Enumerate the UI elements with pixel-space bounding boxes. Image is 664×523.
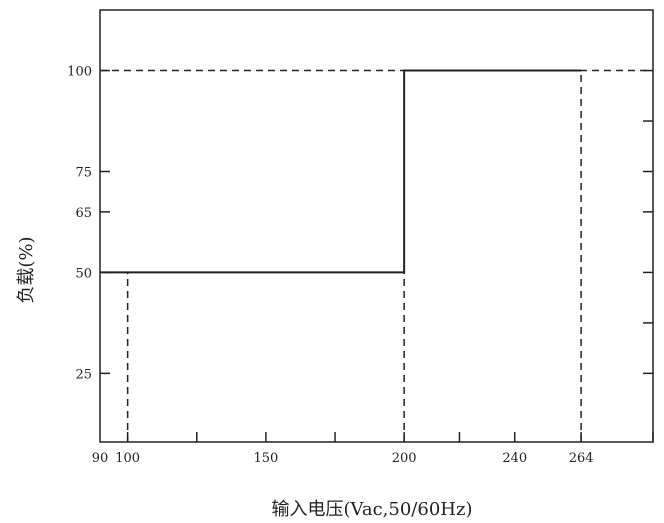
y-axis-ticks: 25 50 65 75 100: [67, 65, 653, 382]
y-tick-label: 50: [75, 266, 92, 281]
x-axis-title: 输入电压(Vac,50/60Hz): [272, 499, 473, 520]
plot-frame: [99, 9, 654, 443]
y-tick-label: 25: [75, 367, 92, 382]
x-tick-label: 240: [502, 451, 527, 466]
y-axis-title: 负载(%): [16, 236, 37, 303]
y-tick-label: 75: [75, 165, 92, 180]
series-group: [99, 69, 582, 274]
series-line: [100, 69, 582, 274]
y-tick-label: 100: [67, 65, 92, 80]
x-tick-label: 200: [392, 451, 417, 466]
x-tick-label: 90: [92, 451, 109, 466]
y-tick-label: 65: [75, 206, 92, 221]
x-axis-ticks: 90 100 150 200 240 264: [92, 432, 654, 466]
reference-lines: [100, 69, 653, 442]
x-tick-label: 264: [569, 451, 594, 466]
x-tick-label: 150: [253, 451, 278, 466]
x-tick-label: 100: [115, 451, 140, 466]
